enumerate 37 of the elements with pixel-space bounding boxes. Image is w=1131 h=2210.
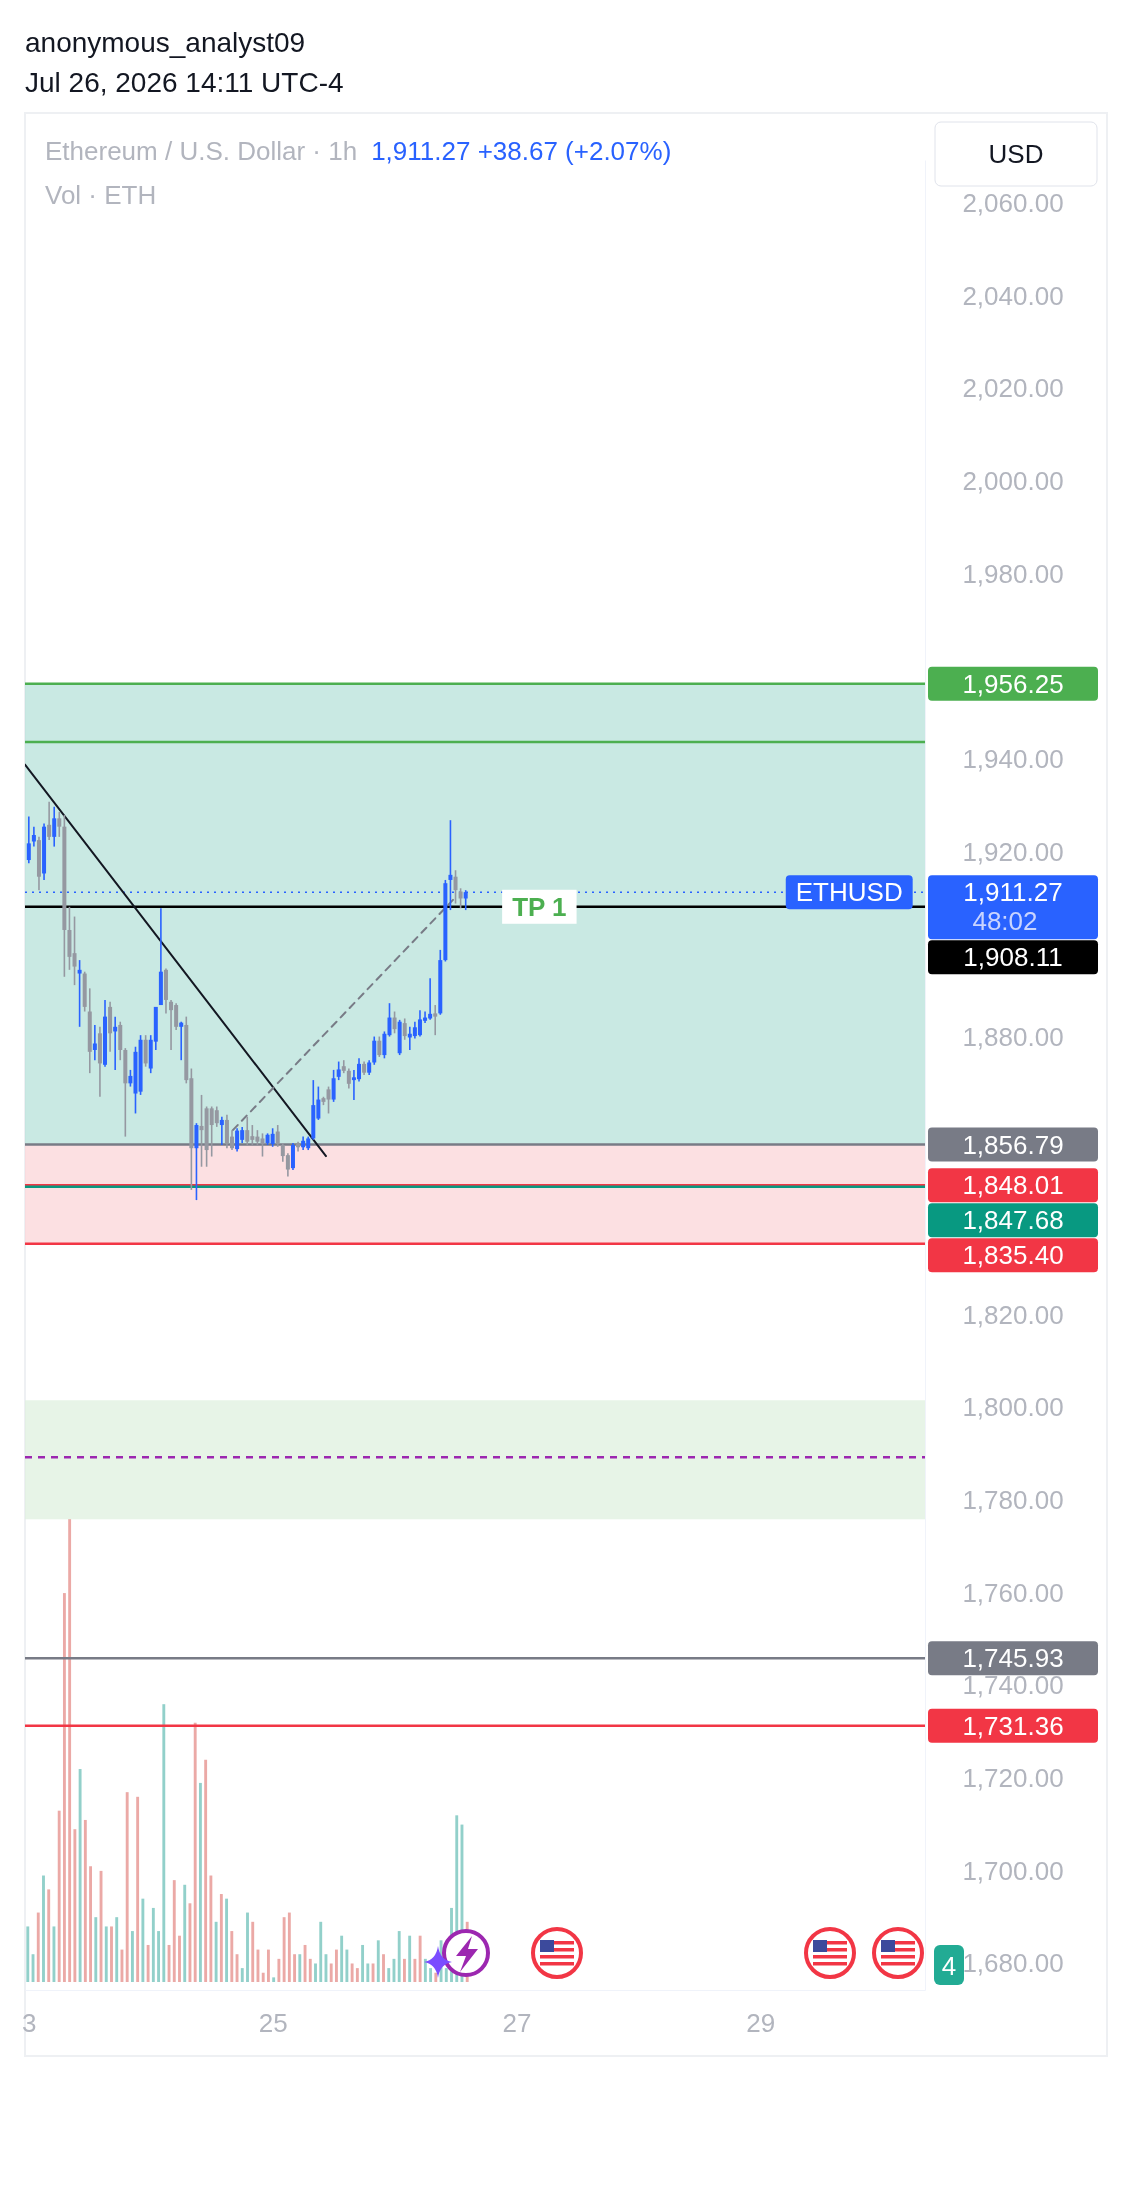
x-tick-label: 3 [22,2008,37,2039]
text: 48:02 [972,906,1038,937]
y-tick-label: 1,680.00 [962,1948,1064,1979]
annotation: ETHUSD [795,877,903,908]
y-tick-label: 2,020.00 [962,373,1064,404]
y-tick-label: 2,060.00 [962,187,1064,218]
y-tick-label: 1,800.00 [962,1392,1064,1423]
text: USD [988,139,1044,169]
ref-line-label: 1,835.40 [962,1240,1064,1271]
text: 4 [941,1951,957,1981]
y-tick-label: 1,760.00 [962,1577,1064,1608]
ref-line-label: 1,956.25 [962,668,1064,699]
ref-line-label: 1,848.01 [962,1170,1064,1201]
y-tick-label: 1,720.00 [962,1763,1064,1794]
y-tick-label: 1,980.00 [962,558,1064,589]
y-tick-label: 1,780.00 [962,1485,1064,1516]
ref-line-label: 1,847.68 [962,1205,1064,1236]
chart-title: Vol · ETH [45,180,157,210]
x-tick-label: 25 [258,2008,288,2039]
y-tick-label: 1,920.00 [962,836,1064,867]
x-tick-label: 29 [746,2008,776,2039]
y-tick-label: 1,880.00 [962,1021,1064,1052]
ref-line-label: 1,856.79 [962,1129,1064,1160]
text: anonymous_analyst09 [25,27,306,58]
ref-line-label: 1,908.11 [963,942,1063,973]
y-tick-label: 2,040.00 [962,280,1064,311]
y-tick-label: 1,820.00 [962,1299,1064,1330]
y-tick-label: 1,940.00 [962,743,1064,774]
ref-line-label: 1,731.36 [962,1710,1064,1741]
chart-title: Ethereum / U.S. Dollar · 1h [45,136,358,166]
annotation: TP 1 [512,891,567,922]
y-tick-label: 2,000.00 [962,465,1064,496]
text: Jul 26, 2026 14:11 UTC-4 [25,67,344,98]
chart-subtitle: 1,911.27 +38.67 (+2.07%) [371,136,672,166]
ref-line-label: 1,911.27 [963,877,1063,908]
y-tick-label: 1,700.00 [962,1855,1064,1886]
x-tick-label: 27 [502,2008,532,2039]
